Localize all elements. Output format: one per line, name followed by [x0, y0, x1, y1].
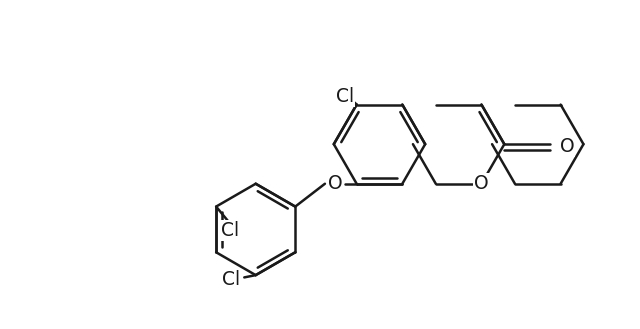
Text: Cl: Cl	[221, 221, 239, 240]
Text: O: O	[559, 138, 574, 156]
Text: Cl: Cl	[336, 87, 354, 106]
Text: O: O	[328, 174, 342, 193]
Text: O: O	[474, 174, 489, 193]
Text: Cl: Cl	[221, 270, 239, 289]
